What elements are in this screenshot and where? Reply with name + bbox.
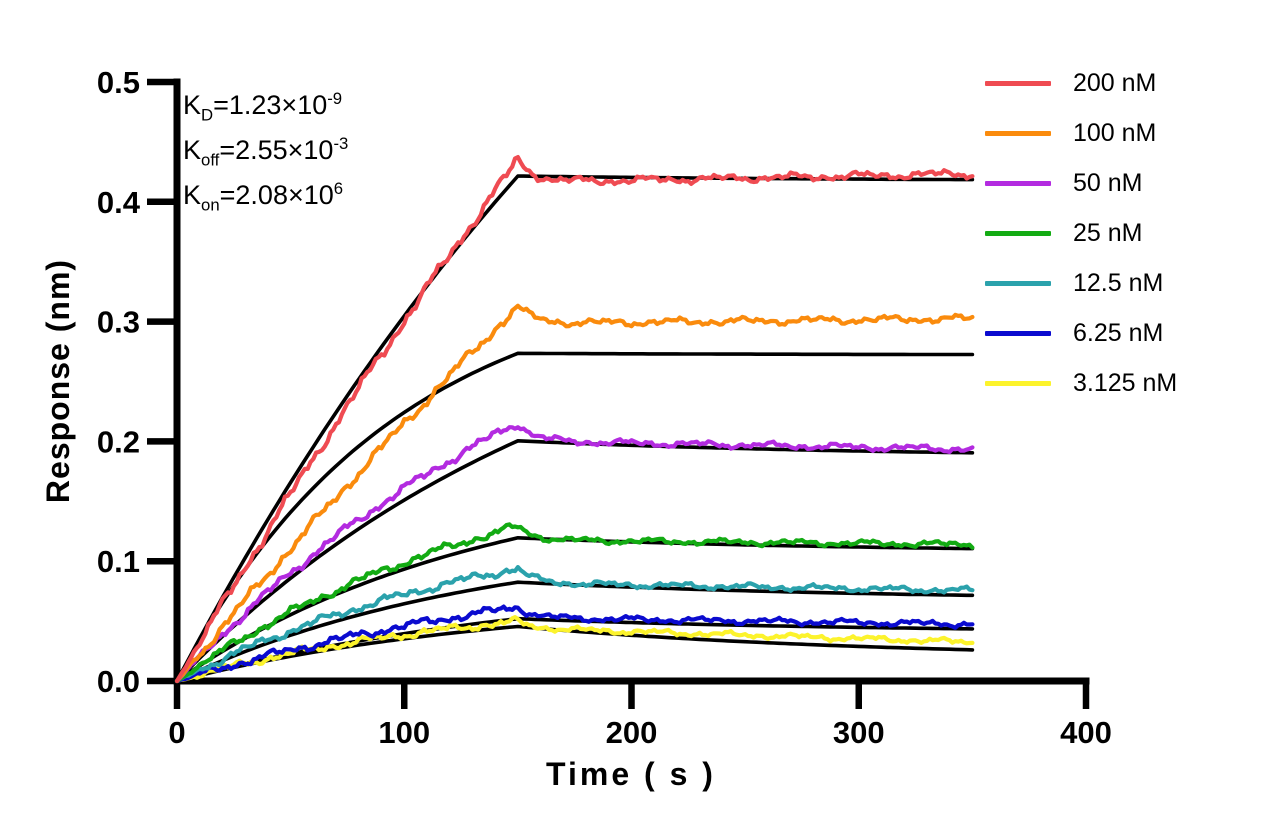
fit-curve-100-nM [175, 351, 975, 683]
legend-label-6.25-nM: 6.25 nM [1073, 318, 1164, 347]
x-axis-title: Time ( s ) [546, 756, 716, 792]
data-curve-12.5-nM [174, 565, 975, 684]
x-tick-label-200: 200 [606, 715, 658, 750]
koff-symbol: K [183, 135, 202, 165]
y-axis-title: Response (nm) [40, 258, 76, 504]
legend-item-6.25-nM: 6.25 nM [985, 318, 1164, 347]
y-tick-label-0.4: 0.4 [97, 185, 141, 220]
y-tick-label-0.2: 0.2 [97, 424, 140, 459]
legend-item-50-nM: 50 nM [985, 168, 1143, 197]
kd-exponent: -9 [327, 89, 343, 108]
legend-label-12.5-nM: 12.5 nM [1073, 268, 1164, 297]
y-tick-label-0.1: 0.1 [97, 544, 140, 579]
legend-label-25-nM: 25 nM [1073, 218, 1143, 247]
y-tick-label-0.3: 0.3 [97, 305, 140, 340]
legend-item-3.125-nM: 3.125 nM [985, 368, 1178, 397]
legend-label-100-nM: 100 nM [1073, 118, 1157, 147]
legend-swatch-100-nM [985, 130, 1051, 136]
legend-label-3.125-nM: 3.125 nM [1073, 368, 1178, 397]
koff-subscript: off [201, 150, 220, 170]
koff-exponent: -3 [333, 134, 349, 153]
kon-symbol: K [183, 180, 202, 210]
legend-item-200-nM: 200 nM [985, 68, 1157, 97]
kon-subscript: on [201, 195, 220, 215]
legend-item-12.5-nM: 12.5 nM [985, 268, 1164, 297]
legend-swatch-12.5-nM [985, 280, 1051, 286]
kinetics-annotation: KD=1.23×10-9 Koff=2.55×10-3 Kon=2.08×106 [183, 76, 349, 215]
data-curve-6.25-nM [174, 604, 975, 684]
fit-curve-25-nM [175, 536, 975, 683]
legend-swatch-25-nM [985, 230, 1051, 236]
legend-swatch-200-nM [985, 80, 1051, 86]
kd-value: KD=1.23×10-9 [183, 76, 348, 125]
legend-label-50-nM: 50 nM [1073, 168, 1143, 197]
legend-item-25-nM: 25 nM [985, 218, 1143, 247]
kon-exponent: 6 [333, 179, 344, 198]
x-tick-label-400: 400 [1060, 715, 1112, 750]
fit-curve-3.125-nM [175, 624, 975, 683]
kd-equation: =1.23×10 [213, 90, 328, 120]
data-curve-25-nM [174, 522, 975, 684]
legend-label-200-nM: 200 nM [1073, 68, 1157, 97]
y-tick-label-0.0: 0.0 [97, 664, 140, 699]
kon-equation: =2.08×10 [219, 180, 334, 210]
koff-equation: =2.55×10 [219, 135, 334, 165]
x-tick-label-300: 300 [833, 715, 885, 750]
legend-swatch-3.125-nM [985, 380, 1051, 386]
data-curve-100-nM [174, 303, 975, 684]
koff-value: Koff=2.55×10-3 [183, 121, 349, 170]
data-curve-50-nM [174, 425, 975, 684]
legend-swatch-6.25-nM [985, 330, 1051, 336]
legend-swatch-50-nM [985, 180, 1051, 186]
y-tick-label-0.5: 0.5 [97, 65, 140, 100]
x-tick-label-100: 100 [378, 715, 430, 750]
kd-subscript: D [201, 105, 214, 125]
data-curve-200-nM [174, 155, 975, 684]
kon-value: Kon=2.08×106 [183, 166, 348, 215]
legend-item-100-nM: 100 nM [985, 118, 1157, 147]
x-tick-label-0: 0 [168, 715, 185, 750]
kd-symbol: K [183, 90, 202, 120]
